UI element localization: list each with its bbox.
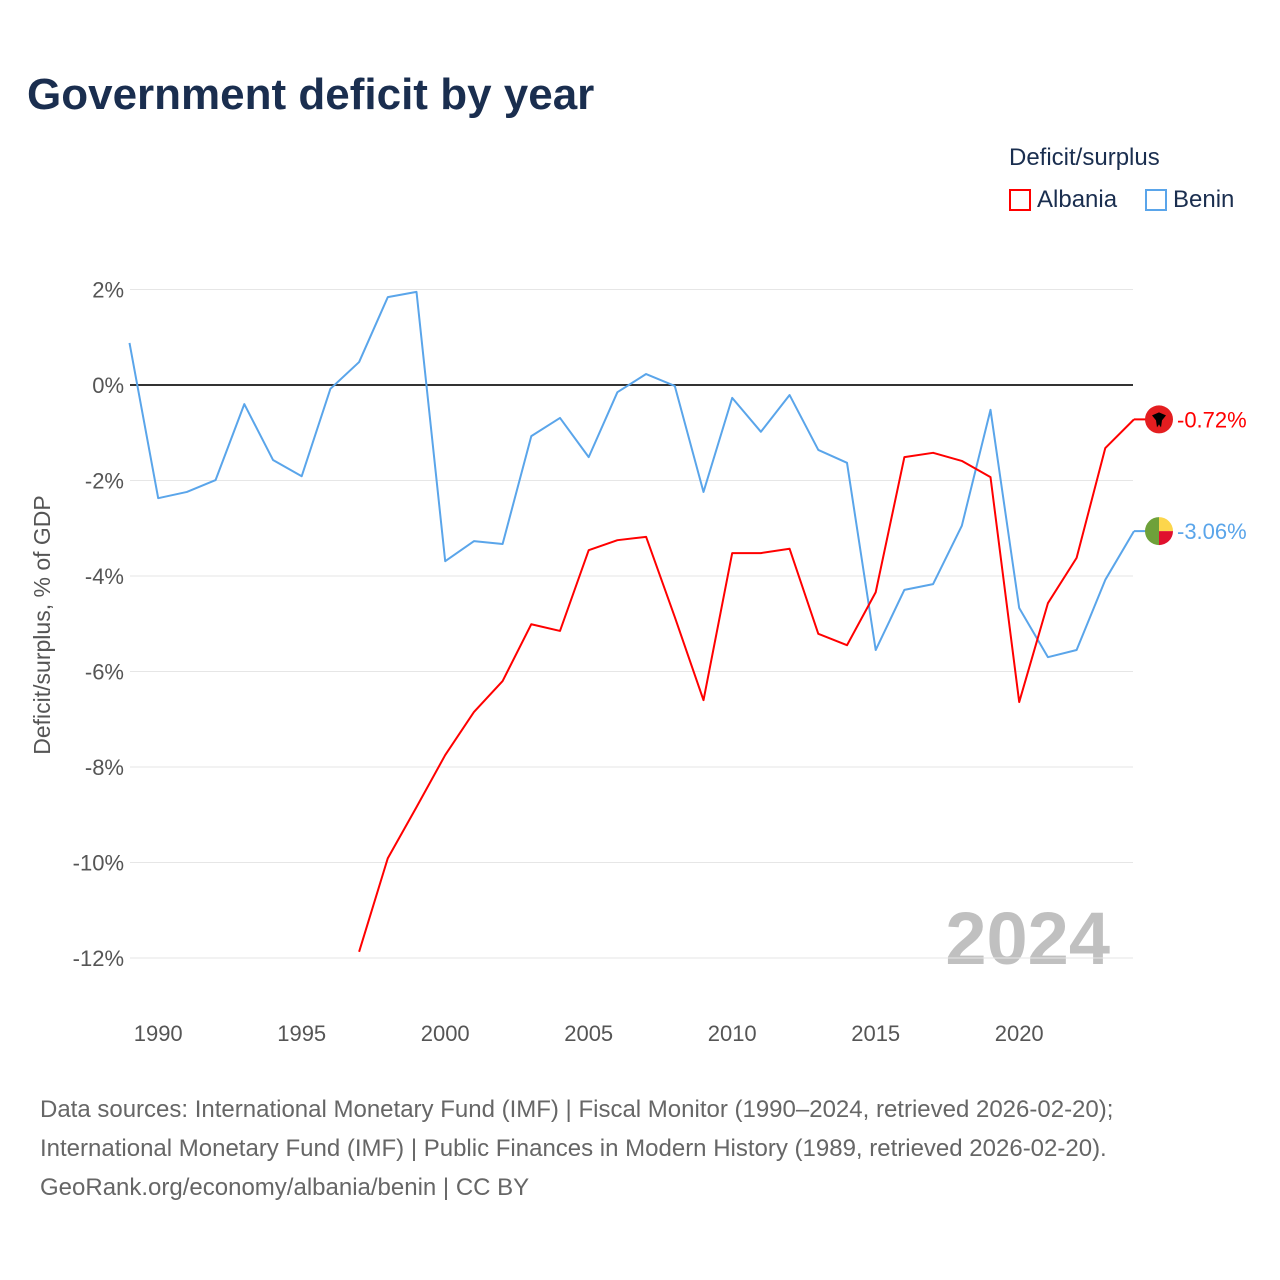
end-value-label-benin: -3.06% [1177,519,1247,544]
x-tick-label: 1990 [134,1021,183,1046]
y-tick-label: -2% [85,469,124,494]
x-tick-label: 2010 [708,1021,757,1046]
legend-item-benin[interactable]: Benin [1145,186,1234,214]
y-tick-label: -8% [85,755,124,780]
chart-title: Government deficit by year [27,70,595,119]
x-tick-label: 2000 [421,1021,470,1046]
y-tick-label: -6% [85,660,124,685]
legend-label-benin: Benin [1173,186,1235,213]
legend-swatch-albania [1009,189,1031,211]
y-tick-label: 0% [92,373,124,398]
legend-title: Deficit/surplus [1009,144,1160,171]
source-line-1: Data sources: International Monetary Fun… [40,1096,1114,1123]
series-line-benin [128,290,1135,659]
x-tick-label: 2015 [851,1021,900,1046]
y-axis-label: Deficit/surplus, % of GDP [29,495,55,754]
benin-flag-yellow [1159,517,1173,532]
y-tick-label: -10% [73,851,124,876]
benin-flag-red [1159,531,1173,546]
chart-marks: 2% 0% -2% -4% -6% -8% -10% -12% 1990 1995 2000 2005… [73,278,1247,1047]
footer: Data sources: International Monetary Fun… [40,1090,1113,1207]
legend-item-albania[interactable]: Albania [1009,186,1117,214]
y-tick-label: -12% [73,946,124,971]
y-tick-label: -4% [85,564,124,589]
x-tick-label: 2020 [995,1021,1044,1046]
year-watermark: 2024 [945,897,1110,980]
source-link[interactable]: GeoRank.org/economy/albania/benin | CC B… [40,1174,530,1201]
eagle-icon [1152,412,1166,428]
series-line-albania [358,418,1135,953]
legend-swatch-benin [1145,189,1167,211]
x-tick-label: 1995 [277,1021,326,1046]
y-tick-label: 2% [92,278,124,303]
x-tick-label: 2005 [564,1021,613,1046]
benin-flag-green [1145,517,1159,546]
source-line-2: International Monetary Fund (IMF) | Publ… [40,1135,1107,1162]
end-value-label-albania: -0.72% [1177,407,1247,432]
legend-label-albania: Albania [1037,186,1118,213]
